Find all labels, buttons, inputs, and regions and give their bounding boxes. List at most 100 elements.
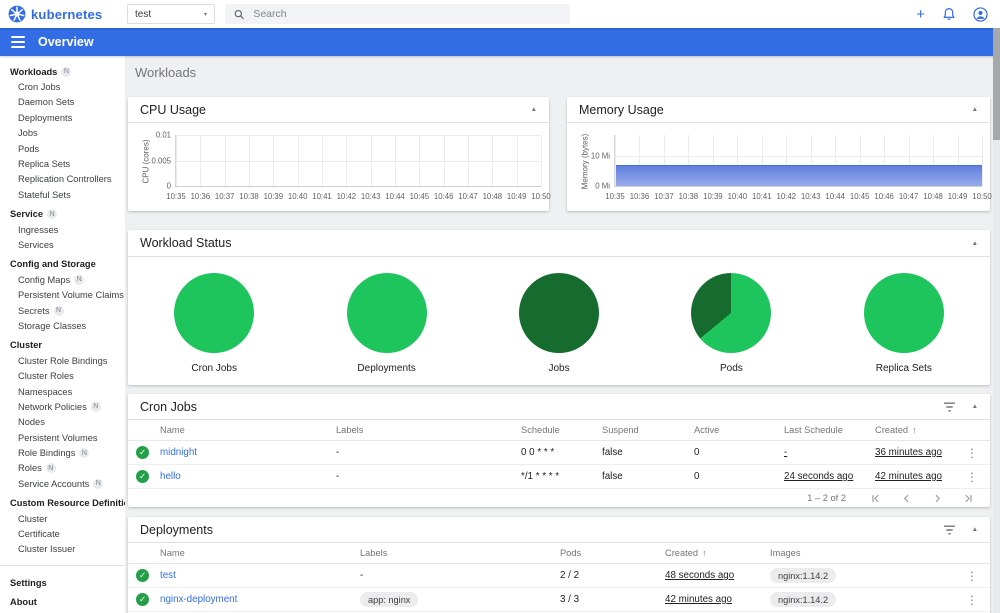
cron-jobs-header: Cron Jobs ▲ bbox=[128, 394, 990, 420]
collapse-caret-icon[interactable]: ▲ bbox=[971, 403, 978, 410]
sidebar-item-label: Stateful Sets bbox=[18, 189, 71, 200]
cron-job-last-schedule[interactable]: - bbox=[784, 447, 788, 458]
deployment-row[interactable]: ✓ nginx-deployment app: nginx 3 / 3 42 minut… bbox=[128, 588, 990, 612]
workload-status-body: Cron Jobs Deployments Jobs Pods Replica Sets bbox=[128, 257, 990, 374]
scrollbar-thumb[interactable] bbox=[993, 28, 1000, 140]
sidebar-item-persistent-volumes[interactable]: Persistent Volumes bbox=[0, 430, 125, 445]
notifications-bell-icon[interactable] bbox=[942, 7, 956, 21]
x-tick-label: 10:43 bbox=[800, 192, 821, 201]
top-bar: kubernetes test ▾ + bbox=[0, 0, 1000, 28]
gridline bbox=[982, 135, 983, 186]
last-page-icon[interactable] bbox=[963, 493, 974, 504]
deployment-name-link[interactable]: nginx-deployment bbox=[160, 594, 238, 605]
sidebar-item-config-maps[interactable]: Config Maps N bbox=[0, 272, 125, 287]
sidebar-item-config-and-storage[interactable]: Config and Storage bbox=[0, 257, 125, 272]
kubernetes-brand[interactable]: kubernetes bbox=[8, 0, 102, 28]
sidebar-item-nodes[interactable]: Nodes bbox=[0, 415, 125, 430]
cron-job-created[interactable]: 42 minutes ago bbox=[875, 471, 942, 482]
sidebar-item-service-accounts[interactable]: Service Accounts N bbox=[0, 476, 125, 491]
sidebar-item-services[interactable]: Services bbox=[0, 237, 125, 252]
sidebar-item-cluster-role-bindings[interactable]: Cluster Role Bindings bbox=[0, 353, 125, 368]
cron-job-row[interactable]: ✓ hello - */1 * * * * false 0 24 seconds ago 42… bbox=[128, 465, 990, 489]
user-account-icon[interactable] bbox=[973, 6, 988, 22]
sidebar-item-role-bindings[interactable]: Role Bindings N bbox=[0, 445, 125, 460]
cpu-usage-card: CPU Usage ▲ CPU (cores) 10:35 10:36 10:37 1… bbox=[128, 97, 551, 211]
sidebar-item-about[interactable]: About bbox=[0, 595, 125, 610]
sidebar-item-storage-classes[interactable]: Storage Classes bbox=[0, 318, 125, 333]
cron-job-row[interactable]: ✓ midnight - 0 0 * * * false 0 - 36 minutes ago… bbox=[128, 441, 990, 465]
y-tick-label: 0 Mi bbox=[595, 181, 610, 191]
sidebar-item-replication-controllers[interactable]: Replication Controllers bbox=[0, 172, 125, 187]
cron-jobs-column-headers: Name Labels Schedule Suspend Active Last Sche… bbox=[128, 420, 990, 441]
cron-job-labels: - bbox=[336, 471, 340, 482]
deployment-row[interactable]: ✓ test - 2 / 2 48 seconds ago nginx:1.14.2 ⋮ bbox=[128, 564, 990, 588]
sidebar-item-label: Jobs bbox=[18, 128, 38, 139]
sidebar-item-cluster[interactable]: Cluster bbox=[0, 338, 125, 353]
sidebar-item-roles[interactable]: Roles N bbox=[0, 461, 125, 476]
sidebar-item-daemon-sets[interactable]: Daemon Sets bbox=[0, 95, 125, 110]
collapse-caret-icon[interactable]: ▲ bbox=[971, 106, 978, 113]
sidebar-item-cluster[interactable]: Cluster bbox=[0, 511, 125, 526]
previous-page-icon[interactable] bbox=[901, 493, 912, 504]
deployment-created[interactable]: 48 seconds ago bbox=[665, 570, 735, 581]
vertical-scrollbar[interactable] bbox=[993, 28, 1000, 613]
collapse-caret-icon[interactable]: ▲ bbox=[971, 526, 978, 533]
sidebar-item-namespaces[interactable]: Namespaces bbox=[0, 384, 125, 399]
search-box[interactable] bbox=[225, 4, 570, 24]
sidebar-item-deployments[interactable]: Deployments bbox=[0, 110, 125, 125]
cron-job-last-schedule[interactable]: 24 seconds ago bbox=[784, 471, 854, 482]
sidebar-item-cluster-issuer[interactable]: Cluster Issuer bbox=[0, 542, 125, 557]
namespace-select[interactable]: test ▾ bbox=[127, 4, 215, 24]
sidebar-item-ingresses[interactable]: Ingresses bbox=[0, 222, 125, 237]
next-page-icon[interactable] bbox=[932, 493, 943, 504]
cron-job-suspend: false bbox=[602, 471, 623, 482]
collapse-caret-icon[interactable]: ▲ bbox=[971, 239, 978, 247]
sidebar-item-custom-resource-definitions[interactable]: Custom Resource Definitions bbox=[0, 496, 125, 511]
workload-status-card: Workload Status ▲ Cron Jobs Deployments Jo… bbox=[128, 230, 990, 385]
cron-jobs-pagination: 1 – 2 of 2 bbox=[128, 489, 990, 507]
sidebar-item-label: Service bbox=[10, 209, 44, 220]
sidebar-item-persistent-volume-claims[interactable]: Persistent Volume ClaimsN bbox=[0, 287, 125, 302]
deployment-name-link[interactable]: test bbox=[160, 570, 176, 581]
search-input[interactable] bbox=[253, 8, 561, 20]
row-menu-button[interactable]: ⋮ bbox=[966, 594, 978, 607]
cron-job-created[interactable]: 36 minutes ago bbox=[875, 447, 942, 458]
x-tick-label: 10:45 bbox=[849, 192, 870, 201]
row-menu-button[interactable]: ⋮ bbox=[966, 447, 978, 460]
sidebar-item-service[interactable]: Service N bbox=[0, 207, 125, 222]
x-tick-label: 10:45 bbox=[409, 192, 430, 201]
x-tick-label: 10:41 bbox=[752, 192, 772, 201]
create-resource-button[interactable]: + bbox=[916, 5, 925, 23]
cron-job-name-link[interactable]: hello bbox=[160, 471, 181, 482]
sidebar-item-network-policies[interactable]: Network Policies N bbox=[0, 399, 125, 414]
sidebar-item-workloads[interactable]: Workloads N bbox=[0, 64, 125, 79]
row-menu-button[interactable]: ⋮ bbox=[966, 471, 978, 484]
sidebar-item-secrets[interactable]: Secrets N bbox=[0, 303, 125, 318]
filter-icon[interactable] bbox=[943, 402, 956, 412]
deployment-labels: app: nginx bbox=[360, 592, 560, 607]
workload-status-header: Workload Status ▲ bbox=[128, 230, 990, 257]
sidebar-item-cron-jobs[interactable]: Cron Jobs bbox=[0, 79, 125, 94]
x-tick-label: 10:39 bbox=[703, 192, 723, 201]
cron-job-name-link[interactable]: midnight bbox=[160, 447, 198, 458]
sidebar-item-settings[interactable]: Settings bbox=[0, 575, 125, 590]
filter-icon[interactable] bbox=[943, 525, 956, 535]
status-pie-chart bbox=[174, 273, 255, 353]
sidebar-item-pods[interactable]: Pods bbox=[0, 141, 125, 156]
collapse-caret-icon[interactable]: ▲ bbox=[530, 106, 537, 113]
gridline bbox=[712, 135, 714, 186]
sidebar-item-stateful-sets[interactable]: Stateful Sets bbox=[0, 187, 125, 202]
x-tick-label: 10:46 bbox=[433, 192, 454, 201]
deployment-created[interactable]: 42 minutes ago bbox=[665, 594, 732, 605]
sidebar-item-cluster-roles[interactable]: Cluster Roles bbox=[0, 368, 125, 383]
cron-job-labels: - bbox=[336, 447, 340, 458]
sidebar-item-jobs[interactable]: Jobs bbox=[0, 126, 125, 141]
namespaced-badge: N bbox=[74, 274, 85, 285]
status-pie-label: Pods bbox=[720, 363, 743, 374]
sidebar-item-label: Cluster Issuer bbox=[18, 544, 76, 555]
menu-hamburger-icon[interactable] bbox=[11, 36, 25, 48]
sidebar-item-certificate[interactable]: Certificate bbox=[0, 526, 125, 541]
row-menu-button[interactable]: ⋮ bbox=[966, 570, 978, 583]
first-page-icon[interactable] bbox=[870, 493, 881, 504]
sidebar-item-replica-sets[interactable]: Replica Sets bbox=[0, 156, 125, 171]
